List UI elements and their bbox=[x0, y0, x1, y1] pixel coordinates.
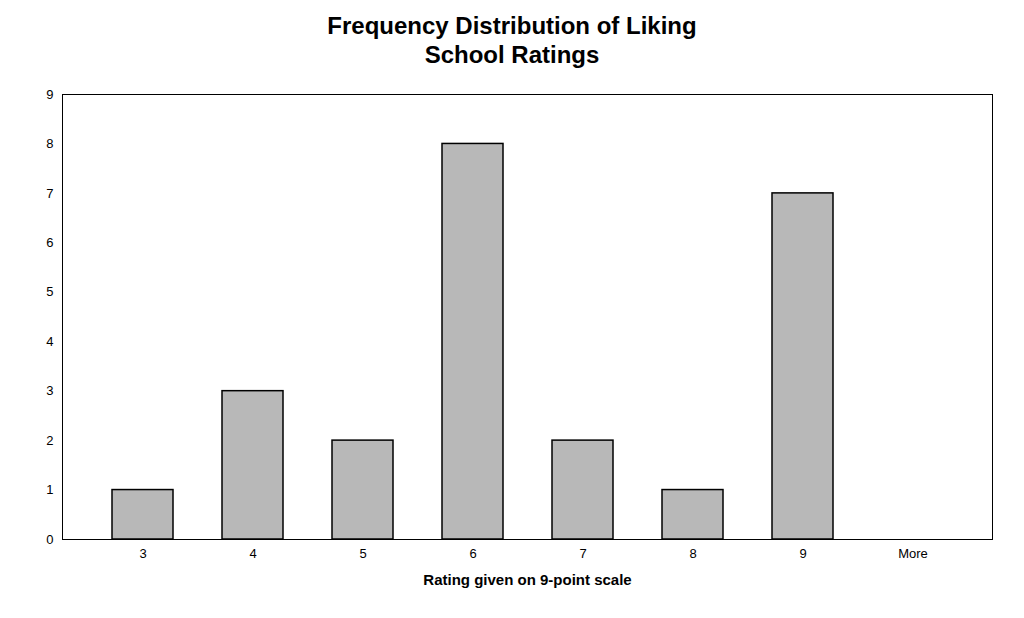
svg-text:9: 9 bbox=[46, 86, 53, 101]
svg-text:6: 6 bbox=[469, 545, 476, 560]
svg-text:5: 5 bbox=[46, 284, 53, 299]
svg-text:8: 8 bbox=[46, 136, 53, 151]
svg-text:Rating given on 9-point scale: Rating given on 9-point scale bbox=[423, 570, 631, 587]
svg-text:6: 6 bbox=[46, 235, 53, 250]
html-text:Frequency Distribution of Liki: Frequency Distribution of Liking School … bbox=[327, 12, 697, 68]
svg-text:1: 1 bbox=[46, 482, 53, 497]
svg-text:8: 8 bbox=[689, 545, 696, 560]
svg-text:7: 7 bbox=[579, 545, 586, 560]
svg-text:2: 2 bbox=[46, 432, 53, 447]
svg-text:7: 7 bbox=[46, 185, 53, 200]
svg-text:5: 5 bbox=[359, 545, 366, 560]
svg-text:4: 4 bbox=[249, 545, 256, 560]
svg-text:More: More bbox=[898, 545, 928, 560]
svg-text:3: 3 bbox=[139, 545, 146, 560]
svg-text:3: 3 bbox=[46, 383, 53, 398]
svg-text:9: 9 bbox=[799, 545, 806, 560]
svg-text:0: 0 bbox=[46, 531, 53, 546]
svg-text:4: 4 bbox=[46, 333, 53, 348]
